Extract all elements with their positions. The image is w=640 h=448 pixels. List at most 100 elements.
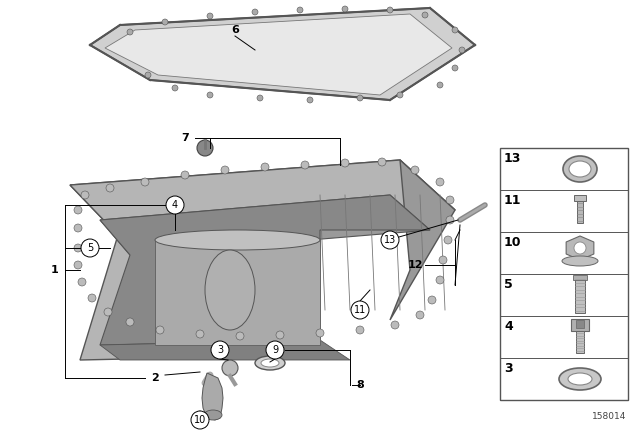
FancyBboxPatch shape	[576, 320, 584, 328]
Polygon shape	[100, 340, 350, 360]
Text: 11: 11	[504, 194, 522, 207]
Circle shape	[106, 184, 114, 192]
Text: 10: 10	[194, 415, 206, 425]
Ellipse shape	[155, 230, 320, 250]
Circle shape	[446, 216, 454, 224]
Ellipse shape	[261, 359, 279, 367]
Circle shape	[452, 27, 458, 33]
Polygon shape	[70, 160, 455, 235]
Circle shape	[74, 261, 82, 269]
Text: 13: 13	[384, 235, 396, 245]
Circle shape	[391, 321, 399, 329]
Polygon shape	[155, 240, 320, 345]
Circle shape	[236, 332, 244, 340]
Circle shape	[252, 9, 258, 15]
Ellipse shape	[255, 356, 285, 370]
Polygon shape	[390, 160, 455, 320]
Circle shape	[436, 178, 444, 186]
Text: 4: 4	[504, 320, 513, 333]
Circle shape	[81, 191, 89, 199]
Polygon shape	[90, 8, 475, 100]
Circle shape	[574, 242, 586, 254]
Circle shape	[74, 224, 82, 232]
Circle shape	[104, 308, 112, 316]
Text: 10: 10	[504, 236, 522, 249]
Text: 8: 8	[356, 380, 364, 390]
Circle shape	[257, 95, 263, 101]
Circle shape	[156, 326, 164, 334]
Circle shape	[141, 178, 149, 186]
Circle shape	[351, 301, 369, 319]
Circle shape	[446, 196, 454, 204]
Circle shape	[301, 161, 309, 169]
Circle shape	[196, 330, 204, 338]
Circle shape	[74, 244, 82, 252]
Polygon shape	[100, 195, 430, 345]
Polygon shape	[202, 373, 223, 420]
Polygon shape	[105, 14, 452, 95]
Text: 7: 7	[181, 133, 189, 143]
Circle shape	[297, 7, 303, 13]
Circle shape	[428, 296, 436, 304]
Text: 3: 3	[217, 345, 223, 355]
Text: 5: 5	[87, 243, 93, 253]
FancyBboxPatch shape	[571, 319, 589, 331]
Text: 3: 3	[504, 362, 513, 375]
FancyBboxPatch shape	[574, 195, 586, 201]
Text: 5: 5	[504, 278, 513, 291]
Circle shape	[452, 65, 458, 71]
Polygon shape	[566, 236, 594, 260]
FancyBboxPatch shape	[575, 277, 585, 313]
Circle shape	[166, 196, 184, 214]
Circle shape	[437, 82, 443, 88]
Circle shape	[307, 97, 313, 103]
Circle shape	[459, 47, 465, 53]
Circle shape	[378, 158, 386, 166]
Circle shape	[397, 92, 403, 98]
Circle shape	[145, 72, 151, 78]
Text: 158014: 158014	[591, 412, 626, 421]
Circle shape	[411, 166, 419, 174]
Circle shape	[342, 6, 348, 12]
Ellipse shape	[562, 256, 598, 266]
FancyBboxPatch shape	[573, 275, 587, 280]
Text: 11: 11	[354, 305, 366, 315]
Circle shape	[74, 206, 82, 214]
Circle shape	[422, 12, 428, 18]
Circle shape	[444, 236, 452, 244]
Text: 9: 9	[272, 345, 278, 355]
Circle shape	[266, 341, 284, 359]
Polygon shape	[70, 160, 455, 360]
Circle shape	[197, 140, 213, 156]
Circle shape	[436, 276, 444, 284]
Circle shape	[357, 95, 363, 101]
Circle shape	[78, 278, 86, 286]
Ellipse shape	[568, 373, 592, 385]
Circle shape	[207, 13, 213, 19]
Circle shape	[276, 331, 284, 339]
Circle shape	[172, 85, 178, 91]
FancyBboxPatch shape	[576, 331, 584, 353]
Circle shape	[207, 92, 213, 98]
Ellipse shape	[559, 368, 601, 390]
Circle shape	[387, 7, 393, 13]
Circle shape	[126, 318, 134, 326]
Circle shape	[261, 163, 269, 171]
Circle shape	[416, 311, 424, 319]
Polygon shape	[100, 195, 430, 255]
Circle shape	[381, 231, 399, 249]
Ellipse shape	[205, 250, 255, 330]
Circle shape	[81, 239, 99, 257]
Circle shape	[162, 19, 168, 25]
Circle shape	[316, 329, 324, 337]
Circle shape	[191, 411, 209, 429]
Circle shape	[88, 294, 96, 302]
Circle shape	[341, 159, 349, 167]
Text: 2: 2	[151, 373, 159, 383]
Circle shape	[439, 256, 447, 264]
Circle shape	[222, 360, 238, 376]
Ellipse shape	[569, 161, 591, 177]
Circle shape	[181, 171, 189, 179]
Text: 6: 6	[231, 25, 239, 35]
Circle shape	[127, 29, 133, 35]
